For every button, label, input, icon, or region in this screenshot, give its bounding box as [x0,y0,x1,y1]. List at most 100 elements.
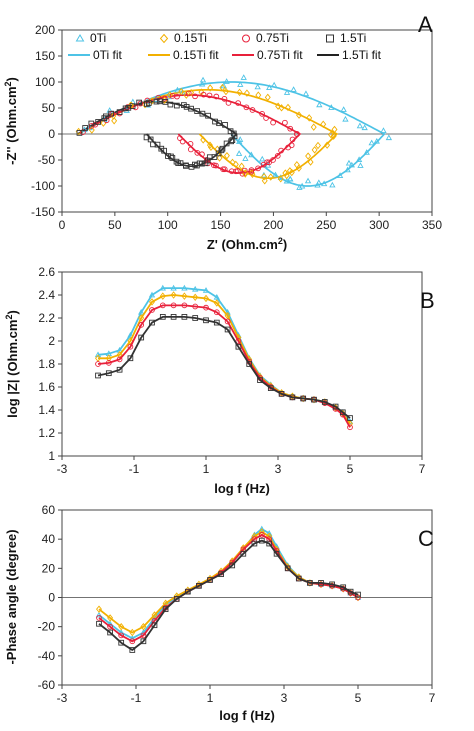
legend-item-015ti-fit: 0.15Ti fit [148,48,219,62]
data-point [129,103,136,109]
legend-label-015ti-fit: 0.15Ti fit [173,48,219,62]
data-point [218,571,224,578]
data-point [107,629,113,636]
data-point [355,594,361,601]
data-point [127,343,134,350]
data-point [116,351,123,359]
data-point [199,110,206,117]
x-tick-label: 0 [59,218,66,232]
legend-label-15ti: 1.5Ti [340,31,366,45]
data-point [248,168,255,175]
series-line-075Ti [98,533,359,643]
legend-marker-triangle [75,34,85,42]
data-point [304,177,312,184]
data-point [213,162,219,169]
data-point [199,80,206,87]
data-point [174,86,181,93]
data-point [127,355,134,362]
data-point [155,94,162,101]
data-point [336,172,344,178]
data-point [216,154,223,162]
data-point [342,115,349,122]
data-point [293,161,300,169]
data-point [194,108,200,114]
panel-c-xlabel: log f (Hz) [219,708,275,723]
data-point [173,596,180,602]
data-point [148,291,156,298]
data-point [183,91,190,99]
data-point [224,318,231,325]
data-point [188,146,194,153]
series-line-15Ti [97,316,351,419]
data-point [138,322,145,328]
data-point [298,182,306,189]
series-line-015Ti [98,294,351,425]
data-point [318,580,324,586]
legend-marker-circle [242,34,250,43]
data-point [158,145,165,152]
data-point [140,638,147,645]
data-point [221,166,228,173]
legend-label-0ti-fit: 0Ti fit [93,48,123,62]
data-point [254,83,261,90]
data-point [289,136,296,143]
legend-item-075ti: 0.75Ti [242,31,289,45]
data-point [144,101,150,107]
data-point [259,111,265,117]
data-point [380,127,387,133]
data-point [107,614,114,622]
data-point [215,150,222,157]
data-point [267,173,274,181]
legend-label-0ti: 0Ti [90,31,106,45]
data-point [116,366,123,373]
data-point [315,141,321,150]
panel-c-ylabel: -Phase angle (degree) [4,529,19,664]
data-point [283,177,290,184]
data-point [95,119,101,125]
data-point [348,161,355,168]
panel-a: 0 50 100 150 200 250 300 350 -150 -100 -50 0 50 100 15… [3,12,442,252]
data-point [181,292,188,300]
data-point [207,577,213,583]
x-tick-label: 350 [422,218,442,232]
x-tick-label: -1 [129,462,140,476]
data-point [270,157,276,163]
data-point [288,168,295,177]
data-point [270,119,276,126]
data-point [221,95,228,102]
data-point [316,101,323,108]
data-point [219,145,226,152]
y-tick-label: 1.8 [38,357,55,371]
data-point [212,118,218,125]
data-point [236,138,243,144]
data-point [300,395,307,402]
data-point [149,307,155,313]
data-point [168,153,174,160]
data-point [174,93,180,100]
data-point [235,100,241,106]
data-point [345,159,353,166]
data-point [96,615,102,621]
data-point [188,88,195,97]
y-tick-label: 40 [42,532,56,546]
data-point [235,338,242,344]
data-point [199,76,207,83]
x-tick-label: 200 [263,218,283,232]
x-tick-label: 3 [275,462,282,476]
legend-marker-diamond [159,33,169,44]
data-point [88,120,95,127]
x-tick-label: -3 [57,691,68,705]
data-point [240,74,247,80]
data-point [196,582,202,589]
data-point [347,415,353,421]
data-point [240,550,247,557]
data-point [223,140,230,147]
x-tick-label: -3 [57,462,68,476]
data-point [149,298,155,306]
data-point [140,622,147,631]
data-point [95,611,103,618]
x-tick-label: 7 [429,691,436,705]
data-point [305,152,312,160]
data-point [138,314,145,322]
data-point [356,122,364,129]
